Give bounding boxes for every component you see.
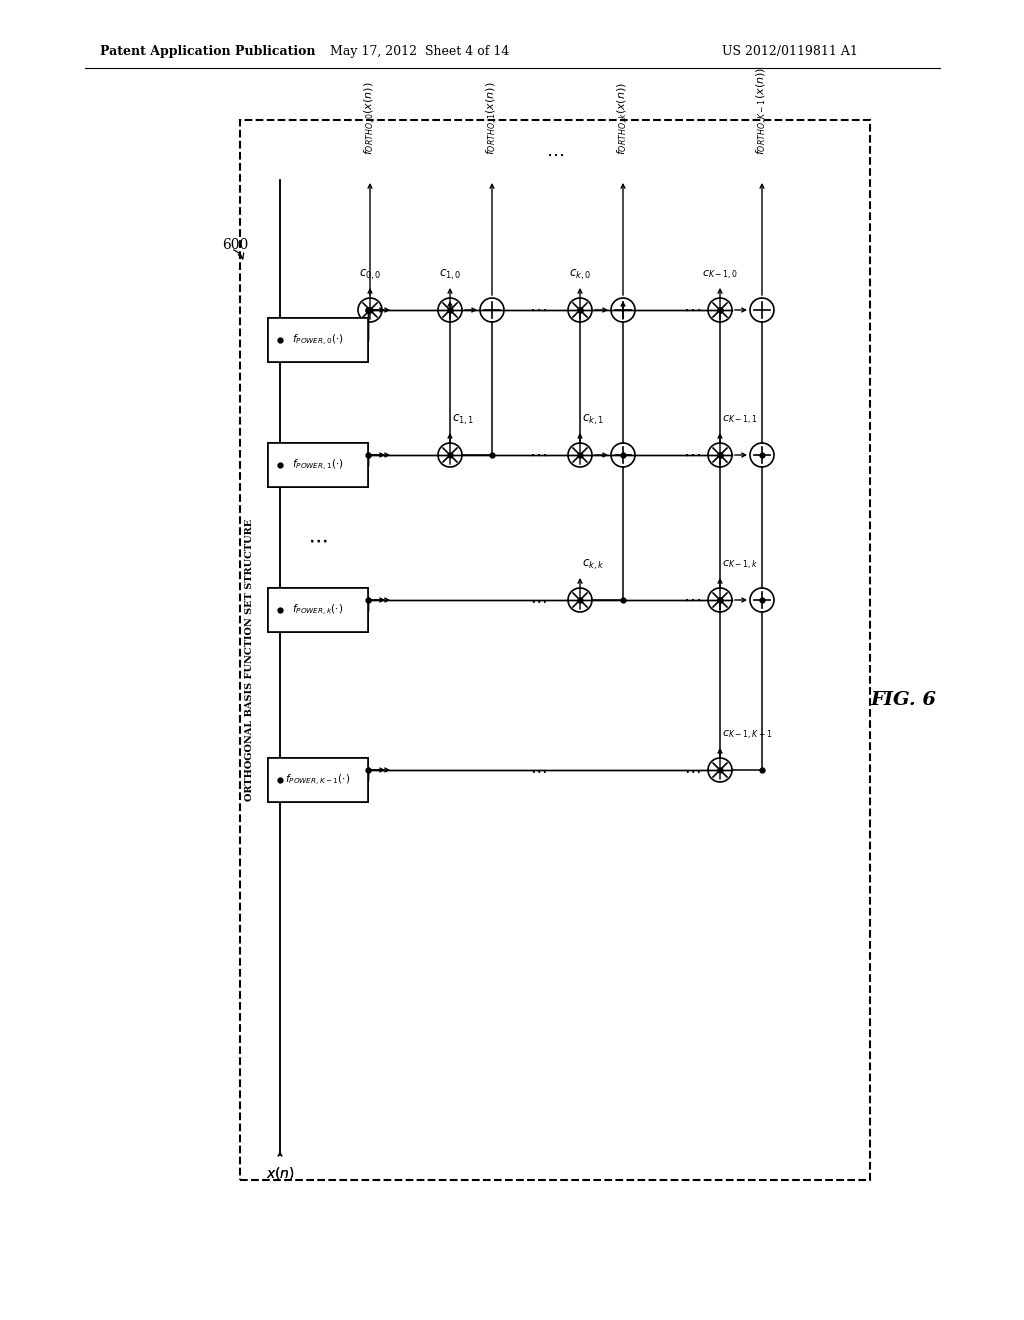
Text: $f_{ORTHO,K-1}(x(n))$: $f_{ORTHO,K-1}(x(n))$ [755, 67, 770, 154]
Text: $\cdots$: $\cdots$ [529, 591, 547, 609]
Text: $x(n)$: $x(n)$ [265, 1166, 295, 1181]
Text: $\cdots$: $\cdots$ [684, 762, 700, 779]
Text: $f_{POWER,1}(\cdot)$: $f_{POWER,1}(\cdot)$ [292, 458, 344, 473]
Text: $c_{K-1,k}$: $c_{K-1,k}$ [722, 558, 759, 572]
Bar [268, 758, 368, 803]
Text: $c_{K-1,0}$: $c_{K-1,0}$ [701, 269, 738, 282]
Text: $f_{ORTHO,k}(x(n))$: $f_{ORTHO,k}(x(n))$ [615, 82, 631, 154]
Bar [268, 444, 368, 487]
Text: Patent Application Publication: Patent Application Publication [100, 45, 315, 58]
Text: $c_{k,1}$: $c_{k,1}$ [582, 413, 604, 426]
Text: 600: 600 [222, 238, 248, 252]
Text: $f_{POWER,0}(\cdot)$: $f_{POWER,0}(\cdot)$ [292, 333, 344, 347]
Bar [268, 587, 368, 632]
Text: $\cdots$: $\cdots$ [308, 531, 328, 549]
Text: $f_{POWER,0}(\cdot)$: $f_{POWER,0}(\cdot)$ [292, 333, 344, 347]
Text: $\cdots$: $\cdots$ [683, 301, 701, 319]
Text: $\cdots$: $\cdots$ [683, 591, 701, 609]
Text: $c_{K-1,K-1}$: $c_{K-1,K-1}$ [722, 729, 773, 742]
Bar [268, 318, 368, 362]
Text: $f_{POWER,1}(\cdot)$: $f_{POWER,1}(\cdot)$ [292, 458, 344, 473]
Text: $c_{K-1,1}$: $c_{K-1,1}$ [722, 414, 758, 426]
Text: May 17, 2012  Sheet 4 of 14: May 17, 2012 Sheet 4 of 14 [331, 45, 510, 58]
Text: $c_{k,k}$: $c_{k,k}$ [582, 557, 604, 572]
Text: $\cdots$: $\cdots$ [308, 531, 328, 549]
Text: $\cdots$: $\cdots$ [683, 446, 701, 465]
Bar [268, 758, 368, 803]
Text: $f_{POWER,K-1}(\cdot)$: $f_{POWER,K-1}(\cdot)$ [286, 772, 350, 788]
Text: $\cdots$: $\cdots$ [529, 446, 547, 465]
Text: $f_{POWER,k}(\cdot)$: $f_{POWER,k}(\cdot)$ [293, 602, 344, 618]
Text: US 2012/0119811 A1: US 2012/0119811 A1 [722, 45, 858, 58]
Bar [240, 120, 870, 1180]
Text: $\cdots$: $\cdots$ [546, 147, 564, 164]
Text: ORTHOGONAL BASIS FUNCTION SET STRUCTURE: ORTHOGONAL BASIS FUNCTION SET STRUCTURE [246, 519, 255, 801]
Bar [268, 318, 368, 362]
Text: FIG. 6: FIG. 6 [870, 690, 936, 709]
Bar [268, 444, 368, 487]
Text: $x(n)$: $x(n)$ [265, 1166, 295, 1181]
Text: $c_{k,0}$: $c_{k,0}$ [569, 268, 591, 282]
Text: $f_{POWER,k}(\cdot)$: $f_{POWER,k}(\cdot)$ [293, 602, 344, 618]
Text: $c_{1,0}$: $c_{1,0}$ [438, 268, 461, 282]
Text: $\cdots$: $\cdots$ [529, 762, 547, 779]
Text: $f_{ORTHO,1}(x(n))$: $f_{ORTHO,1}(x(n))$ [484, 82, 500, 154]
Text: $c_{1,1}$: $c_{1,1}$ [452, 413, 474, 426]
Bar [268, 587, 368, 632]
Text: $f_{ORTHO,0}(x(n))$: $f_{ORTHO,0}(x(n))$ [362, 82, 378, 154]
Text: $\cdots$: $\cdots$ [529, 301, 547, 319]
Text: $c_{0,0}$: $c_{0,0}$ [358, 268, 381, 282]
Text: $f_{POWER,K-1}(\cdot)$: $f_{POWER,K-1}(\cdot)$ [286, 772, 350, 788]
